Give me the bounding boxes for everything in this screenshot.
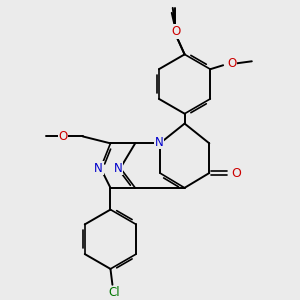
Text: O: O [58, 130, 68, 143]
Text: O: O [231, 167, 241, 179]
Text: O: O [171, 25, 180, 38]
Text: O: O [170, 25, 179, 35]
Text: N: N [94, 162, 103, 175]
Text: O: O [227, 57, 237, 70]
Text: N: N [154, 136, 163, 149]
Text: Cl: Cl [109, 286, 120, 299]
Text: N: N [114, 162, 123, 175]
